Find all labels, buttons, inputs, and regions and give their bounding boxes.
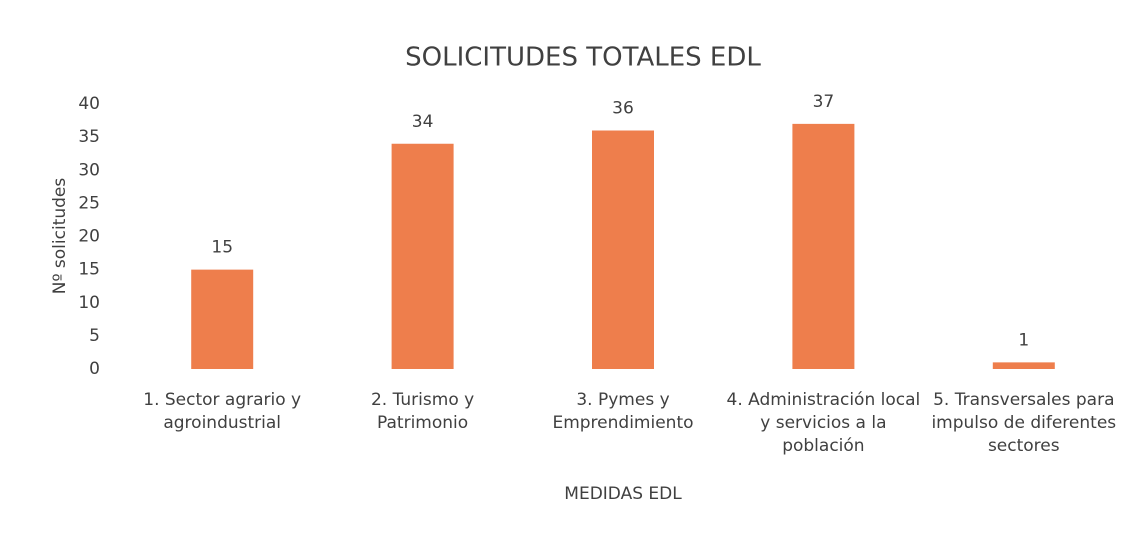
y-tick-label: 0: [89, 359, 100, 379]
y-tick-label: 35: [78, 127, 100, 147]
data-label: 1: [1018, 330, 1029, 350]
bar: [191, 269, 254, 369]
chart-title: SOLICITUDES TOTALES EDL: [405, 43, 761, 73]
bar: [792, 123, 855, 369]
y-tick-label: 5: [89, 326, 100, 346]
data-label: 34: [412, 112, 434, 132]
x-tick-label: 1. Sector agrario y agroindustrial: [143, 390, 302, 433]
y-tick-label: 25: [78, 193, 100, 213]
x-tick-label: 3. Pymes y Emprendimiento: [552, 390, 694, 433]
data-label: 15: [211, 238, 233, 258]
bar: [992, 362, 1055, 369]
bar: [391, 143, 454, 369]
x-tick-label: 4. Administración local y servicios a la…: [726, 390, 921, 456]
y-tick-label: 20: [78, 227, 100, 247]
x-axis-label: MEDIDAS EDL: [564, 484, 682, 504]
y-axis-label: Nº solicitudes: [50, 178, 70, 295]
bar: [592, 130, 654, 369]
data-label: 36: [612, 99, 634, 119]
y-tick-label: 40: [78, 94, 100, 114]
y-tick-label: 30: [78, 160, 100, 180]
x-tick-label: 2. Turismo y Patrimonio: [370, 390, 475, 433]
y-tick-label: 15: [78, 260, 100, 280]
x-tick-label: 5. Transversales para impulso de diferen…: [931, 390, 1117, 456]
y-tick-label: 10: [78, 293, 100, 313]
data-label: 37: [813, 92, 835, 112]
